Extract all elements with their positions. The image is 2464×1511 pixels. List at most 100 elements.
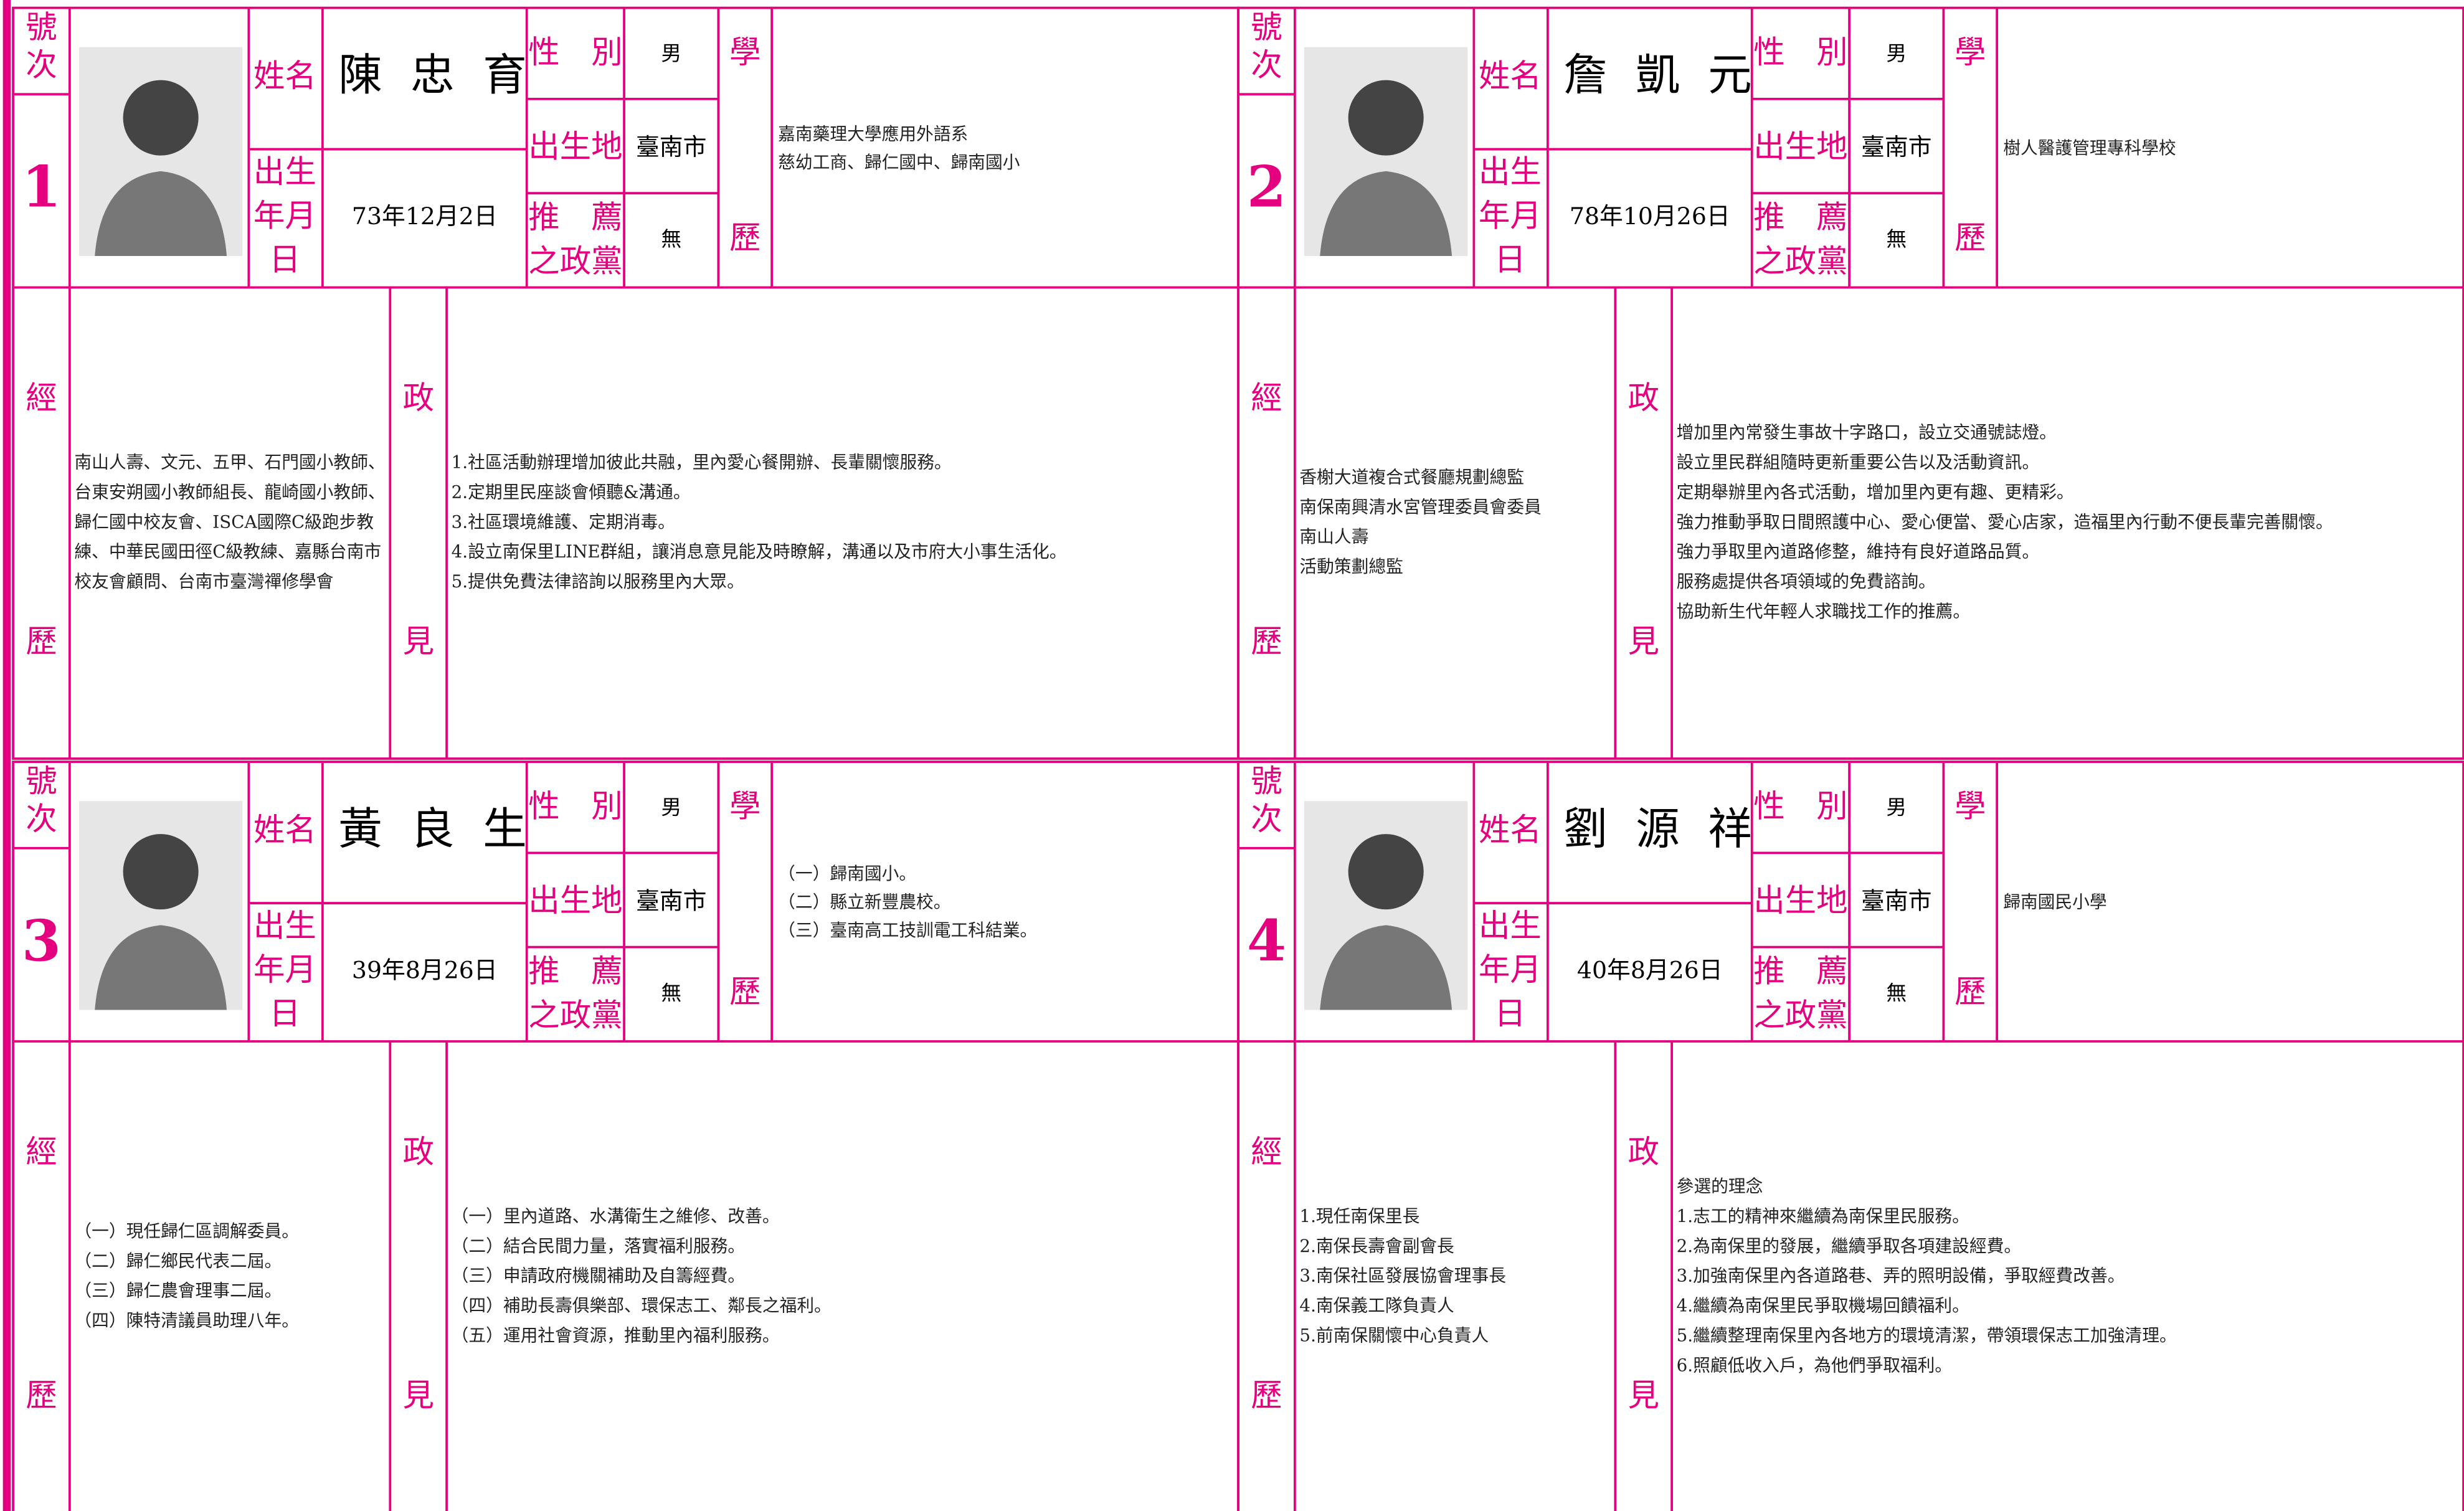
birthplace-label: 出生地 <box>528 882 622 919</box>
text-line: 強力推動爭取日間照護中心、愛心便當、愛心店家，造福里內行動不便長輩完善關懷。 <box>1677 511 2333 532</box>
text-line: 2.為南保里的發展，繼續爭取各項建設經費。 <box>1677 1236 2021 1256</box>
number-label: 次 <box>1251 46 1282 83</box>
party-label: 之政黨 <box>528 243 622 280</box>
birthdate-label: 日 <box>269 241 300 278</box>
text-line: 校友會顧問、台南市臺灣禪修學會 <box>74 571 333 592</box>
text-line: 4.設立南保里LINE群組，讓消息意見能及時瞭解，溝通以及市府大小事生活化。 <box>452 541 1067 562</box>
text-line: 南保南興清水宮管理委員會委員 <box>1299 496 1541 517</box>
text-line: 南山人壽 <box>1299 526 1368 547</box>
experience-label: 歷 <box>26 1376 57 1413</box>
birthplace: 臺南市 <box>1861 888 1931 915</box>
photo-body <box>1320 171 1452 257</box>
experience-label: 歷 <box>1251 1376 1282 1413</box>
number-label: 次 <box>26 800 57 837</box>
text-line: 協助新生代年輕人求職找工作的推薦。 <box>1677 601 1970 622</box>
party: 無 <box>1886 227 1907 251</box>
photo-body <box>95 171 227 257</box>
gender-label: 性 別 <box>528 34 622 70</box>
text-line: 增加里內常發生事故十字路口，設立交通號誌燈。 <box>1677 422 2057 443</box>
experience-label: 經 <box>1251 379 1282 416</box>
photo-body <box>95 925 227 1010</box>
text-line: 5.繼續整理南保里內各地方的環境清潔，帶領環保志工加強清理。 <box>1677 1325 2177 1346</box>
text-line: （三）歸仁農會理事二屆。 <box>74 1281 282 1301</box>
party-label: 之政黨 <box>1753 997 1847 1033</box>
platform-label: 政 <box>1628 379 1659 416</box>
text-line: 香榭大道複合式餐廳規劃總監 <box>1299 467 1524 487</box>
cell-frame <box>1237 6 2464 760</box>
platform-label: 政 <box>402 1134 434 1170</box>
birthplace-label: 出生地 <box>1753 882 1847 919</box>
party-label: 推 薦 <box>528 953 622 990</box>
party-label: 推 薦 <box>528 199 622 235</box>
education-label: 學 <box>1955 34 1986 70</box>
education-label: 歷 <box>729 973 761 1010</box>
text-line: （一）現任歸仁區調解委員。 <box>74 1221 299 1241</box>
party-label: 之政黨 <box>528 997 622 1033</box>
birthdate: 78年10月26日 <box>1570 202 1730 230</box>
candidate-name: 黃良生 <box>338 803 555 855</box>
gender-label: 性 別 <box>1753 34 1847 70</box>
education-label: 學 <box>729 788 761 825</box>
party-label: 推 薦 <box>1753 953 1847 990</box>
experience-label: 經 <box>26 1134 57 1170</box>
birthdate: 40年8月26日 <box>1577 957 1723 984</box>
education-label: 歷 <box>1955 219 1986 256</box>
text-line: 4.南保義工隊負責人 <box>1299 1295 1454 1316</box>
birthdate-label: 年月 <box>254 951 316 988</box>
text-line: 歸南國民小學 <box>2003 892 2106 912</box>
experience-label: 經 <box>26 379 57 416</box>
party: 無 <box>1886 981 1907 1005</box>
text-line: 活動策劃總監 <box>1299 556 1403 577</box>
party-label: 推 薦 <box>1753 199 1847 235</box>
photo-body <box>1320 925 1452 1010</box>
cell-frame <box>1237 760 2464 1511</box>
text-line: （四）補助長壽俱樂部、環保志工、鄰長之福利。 <box>452 1295 832 1316</box>
photo-head <box>123 834 199 910</box>
text-line: （二）結合民間力量，落實福利服務。 <box>452 1236 745 1256</box>
gender: 男 <box>661 42 681 65</box>
text-line: （一）里內道路、水溝衛生之維修、改善。 <box>452 1206 780 1226</box>
platform-label: 見 <box>402 623 434 660</box>
photo-head <box>1348 834 1424 910</box>
birthdate: 39年8月26日 <box>352 957 498 984</box>
photo-head <box>1348 80 1424 156</box>
text-line: （三）臺南高工技訓電工科結業。 <box>778 920 1037 940</box>
text-line: 強力爭取里內道路修整，維持有良好道路品質。 <box>1677 541 2039 562</box>
experience-label: 歷 <box>1251 623 1282 660</box>
candidate-name: 陳忠育 <box>338 49 555 101</box>
experience-label: 歷 <box>26 623 57 660</box>
text-line: 1.社區活動辦理增加彼此共融，里內愛心餐開辦、長輩關懷服務。 <box>452 452 952 472</box>
birthplace: 臺南市 <box>1861 133 1931 161</box>
birthplace: 臺南市 <box>636 888 706 915</box>
text-line: 6.照顧低收入戶，為他們爭取福利。 <box>1677 1355 1952 1375</box>
gender: 男 <box>661 796 681 820</box>
education-label: 學 <box>729 34 761 70</box>
text-line: 參選的理念 <box>1677 1176 1763 1196</box>
text-line: （三）申請政府機關補助及自籌經費。 <box>452 1266 745 1286</box>
name-label: 姓名 <box>254 57 316 94</box>
education-label: 學 <box>1955 788 1986 825</box>
number-label: 號 <box>1251 9 1282 45</box>
platform-label: 見 <box>1628 623 1659 660</box>
education-label: 歷 <box>729 219 761 256</box>
text-line: 1.志工的精神來繼續為南保里民服務。 <box>1677 1206 1969 1226</box>
platform-label: 政 <box>1628 1134 1659 1170</box>
text-line: 南山人壽、文元、五甲、石門國小教師、 <box>74 452 385 472</box>
experience-label: 經 <box>1251 1134 1282 1170</box>
text-line: （一）歸南國小。 <box>778 863 916 884</box>
birthdate-label: 出生 <box>254 907 316 944</box>
number-label: 次 <box>26 46 57 83</box>
text-line: 設立里民群組隨時更新重要公告以及活動資訊。 <box>1677 452 2039 472</box>
text-line: 慈幼工商、歸仁國中、歸南國小 <box>778 152 1020 173</box>
education-label: 歷 <box>1955 973 1986 1010</box>
text-line: 1.現任南保里長 <box>1299 1206 1419 1226</box>
birthdate-label: 年月 <box>1479 951 1542 988</box>
party: 無 <box>661 981 681 1005</box>
birthdate: 73年12月2日 <box>352 202 498 230</box>
number-label: 號 <box>26 9 57 45</box>
text-line: （五）運用社會資源，推動里內福利服務。 <box>452 1325 780 1346</box>
text-line: （四）陳特清議員助理八年。 <box>74 1310 299 1331</box>
party-label: 之政黨 <box>1753 243 1847 280</box>
candidate-number: 1 <box>22 154 61 220</box>
